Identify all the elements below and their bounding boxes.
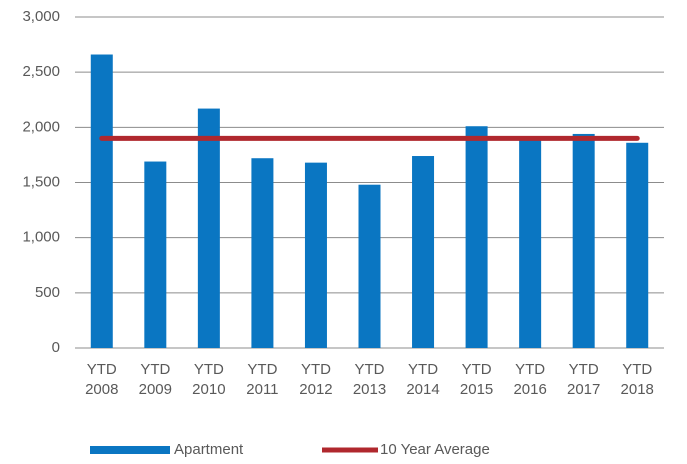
- x-tick-label: YTD 2010: [192, 361, 225, 398]
- x-tick-label: YTD 2018: [621, 361, 654, 398]
- bar: [412, 156, 435, 348]
- bar: [572, 133, 595, 348]
- y-tick-label: 1,000: [22, 229, 60, 246]
- bar: [519, 138, 542, 348]
- x-tick-label: YTD 2016: [513, 361, 546, 398]
- bar: [465, 126, 488, 348]
- x-tick-label: YTD 2017: [567, 361, 600, 398]
- y-tick-label: 2,500: [22, 63, 60, 80]
- bar: [304, 162, 327, 348]
- x-tick-label: YTD 2012: [299, 361, 332, 398]
- y-tick-label: 3,000: [22, 8, 60, 25]
- x-tick-label: YTD 2013: [353, 361, 386, 398]
- y-tick-label: 500: [35, 284, 60, 301]
- x-tick-label: YTD 2015: [460, 361, 493, 398]
- legend-swatch: [90, 446, 170, 454]
- y-tick-label: 2,000: [22, 118, 60, 135]
- bar: [626, 142, 649, 348]
- x-tick-label: YTD 2009: [139, 361, 172, 398]
- bar: [358, 184, 381, 348]
- bar: [90, 54, 113, 348]
- legend-label: 10 Year Average: [380, 441, 490, 458]
- bar: [251, 158, 274, 348]
- x-tick-label: YTD 2014: [406, 361, 439, 398]
- x-tick-label: YTD 2011: [246, 361, 278, 398]
- x-tick-label: YTD 2008: [85, 361, 118, 398]
- legend-label: Apartment: [174, 441, 244, 458]
- y-tick-label: 0: [52, 339, 60, 356]
- y-tick-label: 1,500: [22, 173, 60, 190]
- bar: [197, 108, 220, 349]
- bar: [144, 161, 167, 348]
